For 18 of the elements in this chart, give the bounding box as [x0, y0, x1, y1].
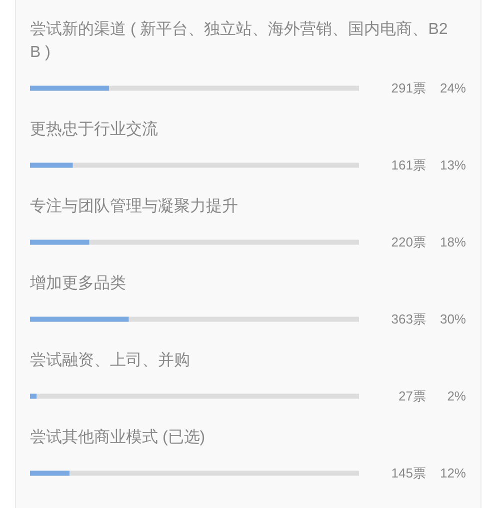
text: 161票: [391, 157, 426, 172]
y-tick-label: 尝试融资、上司、并购: [30, 351, 190, 369]
data-label: 24%: [440, 80, 466, 96]
text: 363票: [391, 311, 426, 326]
y-tick-label: 增加更多品类: [29, 274, 126, 292]
data-label: 12%: [440, 465, 466, 480]
y-tick-label: 专注与团队管理与凝聚力提升: [30, 197, 238, 215]
data-label: 2%: [447, 388, 466, 404]
text: 27票: [398, 388, 426, 404]
y-tick-label: 尝试新的渠道 ( 新平台、独立站、海外营销、国内电商、B2B ): [30, 20, 448, 61]
data-label: 18%: [440, 234, 466, 250]
y-tick-label: 尝试其他商业模式 (已选): [30, 428, 206, 446]
y-tick-label: 更热忠于行业交流: [30, 120, 158, 138]
text: 291票: [391, 80, 426, 96]
data-label: 30%: [440, 311, 466, 326]
text: 145票: [391, 465, 426, 480]
text: 220票: [391, 234, 426, 250]
data-label: 13%: [440, 157, 466, 172]
